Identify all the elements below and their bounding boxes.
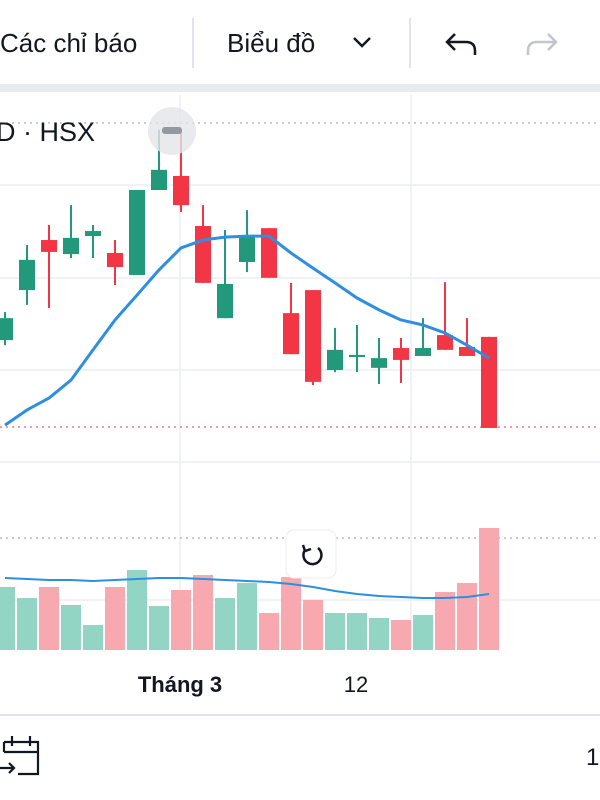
volume-bar [369, 617, 389, 650]
candle-body [327, 349, 343, 370]
redo-icon[interactable] [526, 33, 558, 55]
volume-bar [0, 587, 15, 650]
reset-icon[interactable] [301, 544, 323, 566]
candle-body [349, 354, 365, 358]
volume-bar [83, 625, 103, 650]
indicators-button[interactable]: Các chỉ báo [0, 28, 137, 58]
candle-body [415, 348, 431, 356]
candle-body [305, 290, 321, 382]
x-tick-label: Tháng 3 [138, 672, 222, 697]
candle-body [129, 190, 145, 275]
range-label[interactable]: 1 [586, 744, 599, 771]
volume-bar [39, 587, 59, 650]
volume-bar [127, 569, 147, 650]
undo-icon[interactable] [445, 33, 477, 55]
reset-button[interactable] [285, 529, 337, 579]
volume-bar [325, 613, 345, 650]
candle-body [217, 283, 233, 319]
candle-body [19, 259, 35, 291]
date-range-icon[interactable] [0, 736, 40, 776]
volume-bar [215, 598, 235, 650]
volume-ma-line [4, 577, 490, 600]
toolbar-divider [0, 84, 600, 92]
volume-bar [105, 587, 125, 650]
drag-handle-grip[interactable] [162, 127, 182, 134]
candle-body [437, 335, 453, 350]
dropdown-icon[interactable] [353, 37, 371, 48]
plot: Tháng 3 12 [0, 129, 499, 697]
volume-bar [303, 599, 323, 650]
candle-body [195, 226, 211, 283]
candle-body [283, 313, 299, 355]
volume-bar [61, 605, 81, 650]
candle-body [393, 348, 409, 360]
volume-bar [391, 620, 411, 650]
chart-type-button[interactable]: Biểu đồ [227, 28, 315, 58]
candle-body [481, 336, 497, 428]
ma-line [4, 234, 490, 427]
candle-body [459, 346, 475, 356]
volume-bar [193, 575, 213, 650]
x-tick-label: 12 [344, 672, 368, 697]
volume-bar [457, 583, 477, 650]
volume-bar [479, 527, 499, 650]
candle-body [85, 231, 101, 237]
candle-body [151, 169, 167, 190]
volume-bar [171, 590, 191, 650]
symbol-label: D · HSX [0, 117, 95, 147]
candle-body [41, 240, 57, 252]
volume-bar [281, 577, 301, 650]
volume-bar [237, 583, 257, 650]
volume-bar [347, 613, 367, 650]
candle-body [173, 175, 189, 206]
volume-bar [17, 598, 37, 650]
candle-body [63, 237, 79, 255]
candle-body [0, 318, 13, 341]
volume-bar [435, 592, 455, 650]
candle-body [107, 253, 123, 268]
volume-bar [149, 605, 169, 650]
volume-bar [259, 613, 279, 650]
volume-bar [413, 614, 433, 650]
candle-body [371, 358, 387, 368]
grid [0, 95, 600, 650]
candle-body [239, 235, 255, 262]
